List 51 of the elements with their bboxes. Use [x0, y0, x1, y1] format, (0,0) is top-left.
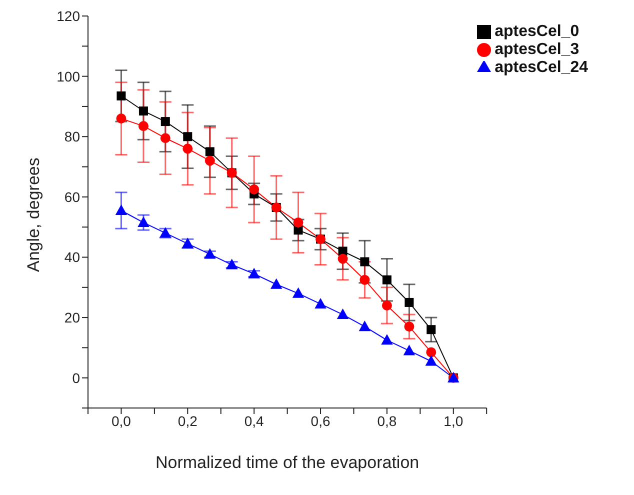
x-tick-label: 0,8 [377, 412, 397, 429]
x-tick-label: 0,2 [178, 412, 198, 429]
point [226, 259, 238, 270]
point [116, 204, 127, 215]
point [404, 345, 415, 356]
point [204, 156, 215, 166]
point [138, 106, 148, 116]
point [292, 288, 304, 298]
x-tick-label: 1,0 [444, 412, 464, 429]
y-tick-label: 80 [64, 128, 80, 145]
x-tick-label: 0,0 [111, 412, 132, 429]
x-axis-title: Normalized time of the evaporation [155, 453, 420, 472]
point [382, 275, 392, 284]
point [404, 298, 414, 307]
point [337, 309, 348, 320]
point [315, 298, 326, 308]
x-tick-label: 0,4 [244, 412, 264, 429]
point [205, 147, 214, 156]
y-tick-label: 0 [72, 370, 80, 386]
y-tick-label: 20 [64, 310, 80, 326]
point [183, 132, 192, 142]
point [160, 133, 170, 144]
legend-label: aptesCel_0 [494, 23, 580, 40]
point [116, 91, 126, 100]
point [338, 254, 348, 264]
y-axis-title: Angle, degrees [24, 158, 44, 272]
point [360, 274, 370, 285]
y-tick-label: 120 [56, 8, 80, 24]
point [426, 356, 437, 366]
legend-label: aptesCel_3 [494, 41, 580, 58]
point [270, 278, 282, 289]
point [138, 121, 148, 132]
point [426, 325, 436, 334]
point [138, 217, 149, 228]
point [249, 184, 260, 194]
point [404, 322, 414, 332]
point [338, 246, 348, 256]
y-tick-label: 60 [64, 188, 80, 205]
point [293, 218, 304, 228]
point [360, 257, 370, 266]
point [426, 347, 436, 358]
point [116, 114, 126, 124]
point [160, 117, 170, 126]
x-tick-label: 0,6 [310, 412, 330, 429]
point [182, 144, 193, 154]
legend-label: aptesCel_24 [494, 59, 588, 76]
point [382, 300, 392, 310]
point [381, 334, 392, 345]
point [359, 321, 370, 332]
y-tick-label: 40 [64, 249, 80, 266]
y-tick-label: 100 [56, 68, 80, 84]
